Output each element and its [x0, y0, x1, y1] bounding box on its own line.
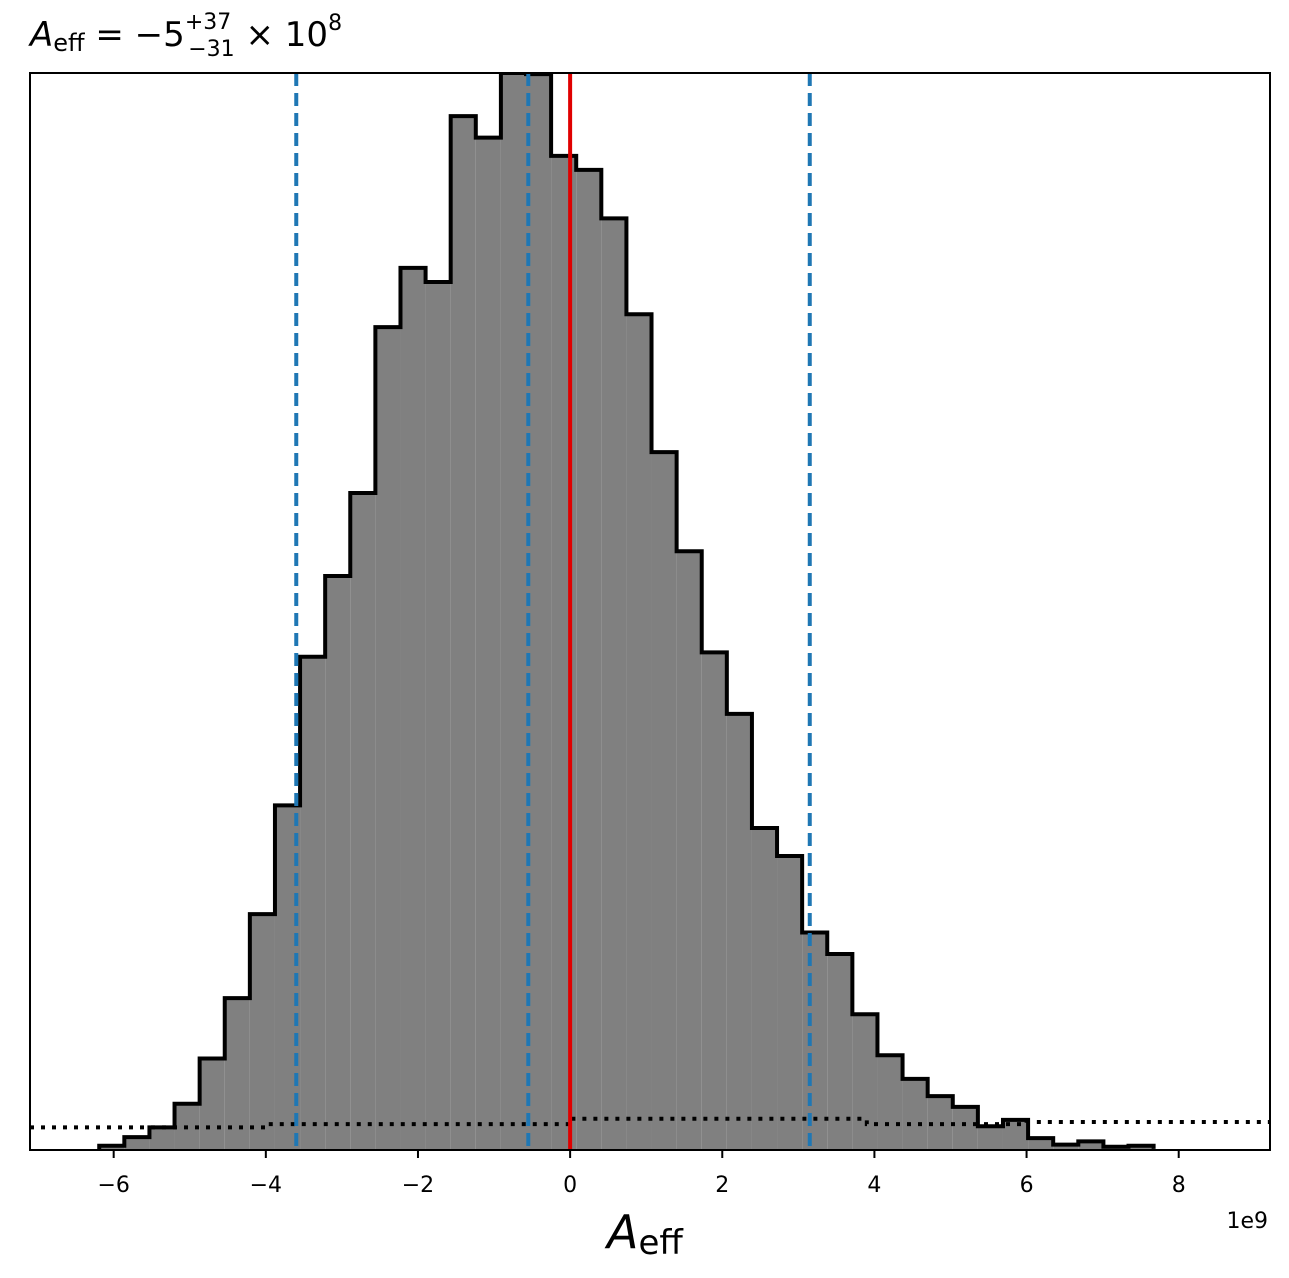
x-axis-label: Aeff	[604, 1205, 684, 1263]
histogram-bar	[777, 855, 803, 1150]
histogram-bar	[400, 267, 426, 1150]
histogram-bar	[701, 652, 727, 1150]
plot-area	[30, 73, 1270, 1150]
histogram-bar	[651, 452, 677, 1150]
title-lower-error: −31	[188, 37, 234, 62]
chart-title: Aeff = −5+37 −31 × 108	[28, 10, 342, 62]
title-equals: = −5	[85, 15, 185, 55]
histogram-bar	[149, 1127, 175, 1150]
histogram-bar	[977, 1126, 1003, 1150]
histogram-bar	[676, 551, 702, 1150]
histogram-bar	[601, 218, 627, 1150]
histogram-bar	[952, 1106, 978, 1150]
histogram-bar	[300, 656, 326, 1150]
histogram-bar	[224, 998, 250, 1150]
histogram-bar	[500, 73, 526, 1150]
histogram-bar	[199, 1058, 225, 1150]
histogram-bar	[726, 713, 752, 1150]
x-tick-label: 0	[563, 1173, 577, 1198]
title-symbol: A	[28, 15, 53, 55]
x-tick-label: 4	[867, 1173, 881, 1198]
histogram-bar	[551, 155, 577, 1150]
histogram-bar	[1128, 1145, 1154, 1150]
histogram-bar	[124, 1137, 150, 1150]
x-tick-label: 8	[1172, 1173, 1186, 1198]
x-offset-label: 1e9	[1226, 1209, 1268, 1234]
histogram-bar	[375, 327, 401, 1150]
title-subscript: eff	[53, 29, 85, 57]
x-tick-label: 2	[715, 1173, 729, 1198]
histogram-bar	[475, 137, 501, 1150]
histogram-outline	[97, 73, 1156, 1150]
title-exponent: 8	[328, 11, 342, 36]
histogram-bar	[852, 1014, 878, 1150]
histogram-bar	[249, 914, 275, 1150]
x-tick-label: −4	[250, 1173, 282, 1198]
title-upper-error: +37	[185, 10, 231, 35]
histogram-bar	[576, 169, 602, 1150]
histogram-bar	[350, 493, 376, 1150]
histogram-bar	[325, 575, 351, 1150]
title-times: × 10	[235, 15, 328, 55]
histogram-bar	[1028, 1138, 1054, 1150]
xlabel-subscript: eff	[638, 1223, 684, 1263]
histogram-bar	[751, 827, 778, 1150]
histogram-bar	[1053, 1144, 1079, 1150]
x-ticks: −6 −4 −2 0 2 4 6 8	[97, 1150, 1186, 1198]
x-tick-label: −6	[97, 1173, 129, 1198]
histogram-bar	[877, 1055, 903, 1150]
x-tick-label: 6	[1020, 1173, 1034, 1198]
histogram-bar	[450, 116, 476, 1150]
x-tick-label: −2	[402, 1173, 434, 1198]
histogram-bar	[802, 932, 828, 1150]
prior-dotted-line	[30, 1116, 1270, 1130]
histogram-bar	[99, 1145, 125, 1150]
axes-frame	[29, 72, 1271, 1151]
histogram-bar	[425, 281, 451, 1150]
xlabel-symbol: A	[604, 1205, 638, 1259]
histogram-bar	[902, 1078, 928, 1150]
histogram-bar	[626, 314, 652, 1150]
histogram-bar	[1078, 1141, 1104, 1150]
